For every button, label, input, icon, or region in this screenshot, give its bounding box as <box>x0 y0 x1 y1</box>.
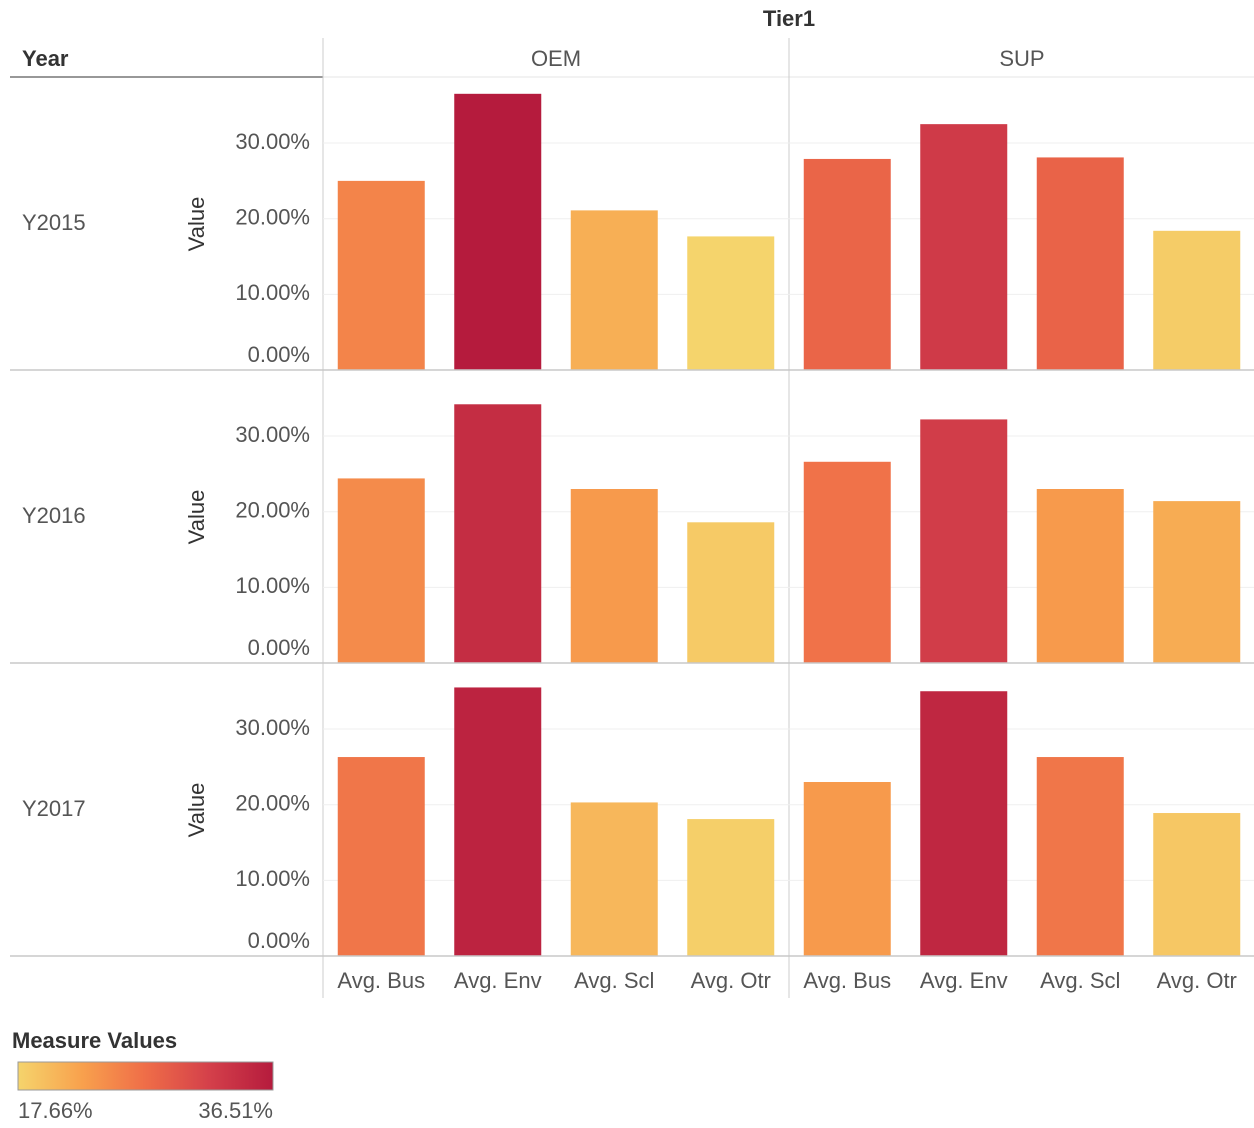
y-tick-label: 0.00% <box>248 635 310 660</box>
row-header: Y2017 <box>22 796 86 821</box>
bar <box>570 489 658 663</box>
column-header-title: Tier1 <box>763 6 815 31</box>
x-tick-label: Avg. Bus <box>337 968 425 993</box>
y-axis-label: Value <box>184 197 209 252</box>
y-tick-label: 0.00% <box>248 928 310 953</box>
bar <box>337 180 425 370</box>
bar <box>454 687 542 956</box>
column-header: OEM <box>531 46 581 71</box>
x-tick-label: Avg. Env <box>454 968 542 993</box>
bar <box>920 419 1008 663</box>
bar <box>1036 157 1124 370</box>
y-tick-label: 0.00% <box>248 342 310 367</box>
x-tick-label: Avg. Scl <box>574 968 654 993</box>
legend-label: 36.51% <box>198 1098 273 1123</box>
y-tick-label: 20.00% <box>235 791 310 816</box>
y-tick-label: 30.00% <box>235 422 310 447</box>
bar <box>454 404 542 663</box>
bar <box>687 819 775 956</box>
bar <box>803 782 891 956</box>
y-tick-label: 30.00% <box>235 129 310 154</box>
x-tick-label: Avg. Otr <box>691 968 771 993</box>
bar <box>1036 757 1124 956</box>
bar <box>920 124 1008 370</box>
y-tick-label: 20.00% <box>235 498 310 523</box>
row-header-title: Year <box>22 46 69 71</box>
bar <box>803 158 891 370</box>
bar <box>454 93 542 370</box>
bar <box>803 461 891 663</box>
y-tick-label: 20.00% <box>235 205 310 230</box>
y-tick-label: 10.00% <box>235 573 310 598</box>
bar <box>1036 489 1124 663</box>
bar <box>570 802 658 956</box>
bar <box>1153 230 1241 370</box>
legend-label: 17.66% <box>18 1098 93 1123</box>
y-tick-label: 30.00% <box>235 715 310 740</box>
y-axis-label: Value <box>184 783 209 838</box>
column-header: SUP <box>999 46 1044 71</box>
x-tick-label: Avg. Bus <box>803 968 891 993</box>
bar <box>687 522 775 663</box>
bar <box>1153 501 1241 663</box>
x-tick-label: Avg. Env <box>920 968 1008 993</box>
bar <box>570 210 658 370</box>
x-tick-label: Avg. Scl <box>1040 968 1120 993</box>
bar <box>920 691 1008 956</box>
y-axis-label: Value <box>184 490 209 545</box>
legend-gradient <box>17 1061 274 1091</box>
bar <box>337 757 425 956</box>
row-header: Y2016 <box>22 503 86 528</box>
legend-title: Measure Values <box>12 1028 177 1053</box>
bar <box>1153 813 1241 956</box>
row-header: Y2015 <box>22 210 86 235</box>
x-tick-label: Avg. Otr <box>1157 968 1237 993</box>
bar <box>687 236 775 370</box>
bar <box>337 478 425 663</box>
y-tick-label: 10.00% <box>235 866 310 891</box>
y-tick-label: 10.00% <box>235 280 310 305</box>
